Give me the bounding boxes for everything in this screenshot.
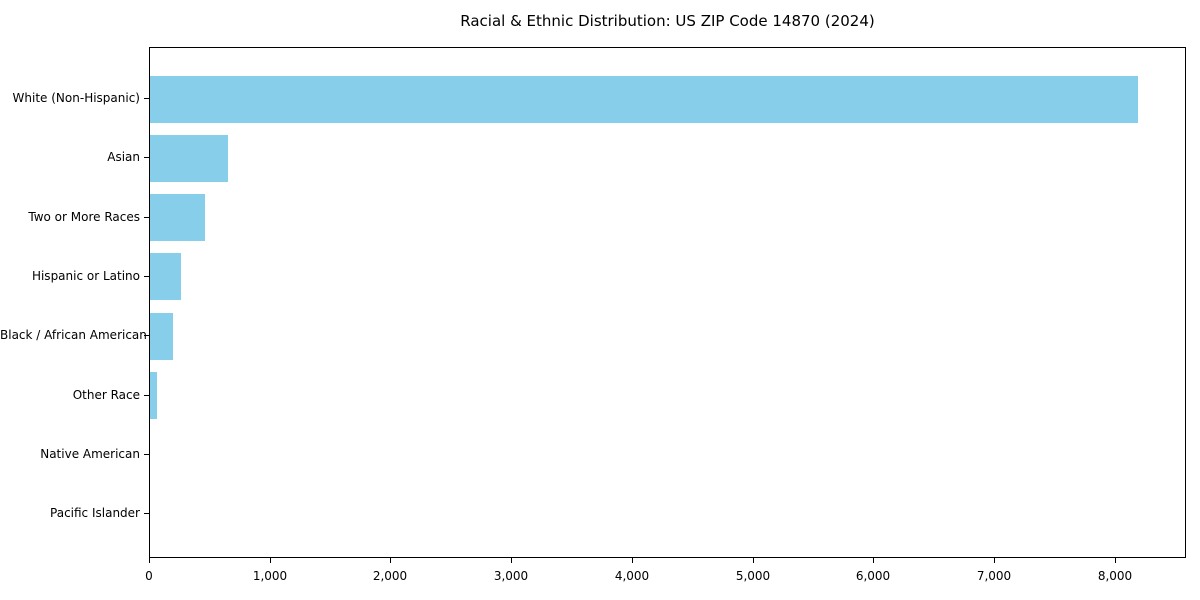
plot-area: [149, 47, 1186, 558]
y-tick-label: Hispanic or Latino: [31, 269, 140, 283]
y-tick-mark: [144, 157, 149, 158]
x-tick-label: 7,000: [976, 569, 1012, 583]
x-tick-mark: [390, 558, 391, 563]
x-tick-mark: [511, 558, 512, 563]
bar: [150, 75, 1139, 123]
y-tick-label: Pacific Islander: [50, 506, 140, 520]
x-tick-mark: [1115, 558, 1116, 563]
y-tick-mark: [144, 335, 149, 336]
bar: [150, 312, 173, 360]
y-tick-mark: [144, 98, 149, 99]
x-tick-label: 4,000: [614, 569, 650, 583]
x-tick-mark: [994, 558, 995, 563]
y-tick-label: White (Non-Hispanic): [12, 91, 140, 105]
x-tick-mark: [270, 558, 271, 563]
y-tick-label: Asian: [107, 150, 140, 164]
y-tick-mark: [144, 454, 149, 455]
chart-title: Racial & Ethnic Distribution: US ZIP Cod…: [460, 12, 875, 30]
x-tick-label: 3,000: [493, 569, 529, 583]
x-tick-label: 8,000: [1097, 569, 1133, 583]
bar: [150, 253, 181, 301]
y-tick-mark: [144, 276, 149, 277]
y-tick-label: Other Race: [72, 388, 140, 402]
y-tick-label: Native American: [40, 447, 140, 461]
x-tick-label: 5,000: [735, 569, 771, 583]
bar: [150, 134, 229, 182]
bar: [150, 372, 157, 420]
y-tick-label: Black / African American: [0, 328, 147, 342]
x-tick-label: 6,000: [855, 569, 891, 583]
y-tick-label: Two or More Races: [28, 210, 140, 224]
x-tick-mark: [632, 558, 633, 563]
y-tick-mark: [144, 395, 149, 396]
x-tick-label: 2,000: [372, 569, 408, 583]
x-tick-mark: [873, 558, 874, 563]
x-tick-label: 0: [145, 569, 153, 583]
y-tick-mark: [144, 513, 149, 514]
x-tick-mark: [753, 558, 754, 563]
x-tick-label: 1,000: [252, 569, 288, 583]
y-tick-mark: [144, 217, 149, 218]
x-tick-mark: [149, 558, 150, 563]
bar: [150, 194, 205, 242]
